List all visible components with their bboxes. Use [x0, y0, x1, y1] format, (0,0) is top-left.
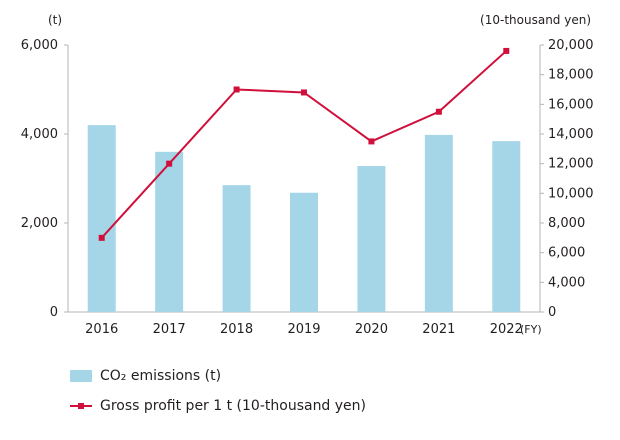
line-swatch-icon	[70, 400, 92, 412]
bar-2018	[222, 185, 251, 312]
bar-2022	[492, 141, 521, 312]
gross-profit-point-2018	[233, 86, 240, 93]
plot-area: 0 2,000 4,000 6,000 0 4,000 6,000 8,000 10,000 12…	[21, 38, 594, 337]
legend-label-gross-profit: Gross profit per 1 t (10-thousand yen)	[100, 398, 367, 414]
x-tick-label: 2022	[490, 322, 523, 337]
right-tick-label: 14,000	[548, 127, 594, 142]
gross-profit-point-2022	[503, 47, 510, 54]
legend: CO₂ emissions (t) Gross profit per 1 t (…	[70, 364, 366, 418]
x-tick-label: 2021	[422, 322, 455, 337]
left-tick-label: 4,000	[21, 127, 58, 142]
x-tick-label: 2016	[85, 322, 118, 337]
x-tick-label: 2017	[153, 322, 186, 337]
x-axis-unit: (FY)	[520, 323, 542, 336]
bar-2020	[357, 166, 386, 312]
left-tick-label: 2,000	[21, 216, 58, 231]
legend-label-co2: CO₂ emissions (t)	[100, 368, 222, 384]
legend-item-gross-profit: Gross profit per 1 t (10-thousand yen)	[70, 394, 366, 418]
gross-profit-point-2020	[368, 138, 375, 145]
x-tick-label: 2018	[220, 322, 253, 337]
gross-profit-point-2019	[301, 89, 307, 96]
right-tick-label: 8,000	[548, 216, 585, 231]
bar-swatch-icon	[70, 370, 92, 382]
gross-profit-point-2016	[98, 234, 105, 241]
right-tick-label: 12,000	[548, 157, 594, 172]
right-tick-label: 16,000	[548, 97, 594, 112]
bar-2021	[424, 134, 453, 312]
left-tick-label: 6,000	[21, 38, 58, 53]
left-tick-label: 0	[50, 305, 58, 320]
gross-profit-point-2017	[166, 160, 173, 167]
x-tick-label: 2020	[355, 322, 388, 337]
left-axis-unit: (t)	[48, 13, 62, 27]
gross-profit-point-2021	[435, 108, 442, 115]
right-tick-label: 4,000	[548, 275, 585, 290]
bar-2017	[155, 151, 184, 312]
right-tick-label: 6,000	[548, 246, 585, 261]
legend-item-co2: CO₂ emissions (t)	[70, 364, 366, 388]
x-tick-label: 2019	[287, 322, 320, 337]
right-tick-label: 20,000	[548, 38, 594, 53]
right-tick-label: 18,000	[548, 68, 594, 83]
bar-2019	[290, 192, 318, 312]
right-axis-unit: (10-thousand yen)	[480, 13, 591, 27]
right-tick-label: 10,000	[548, 186, 594, 201]
right-tick-label: 0	[548, 305, 556, 320]
bar-2016	[87, 125, 116, 312]
